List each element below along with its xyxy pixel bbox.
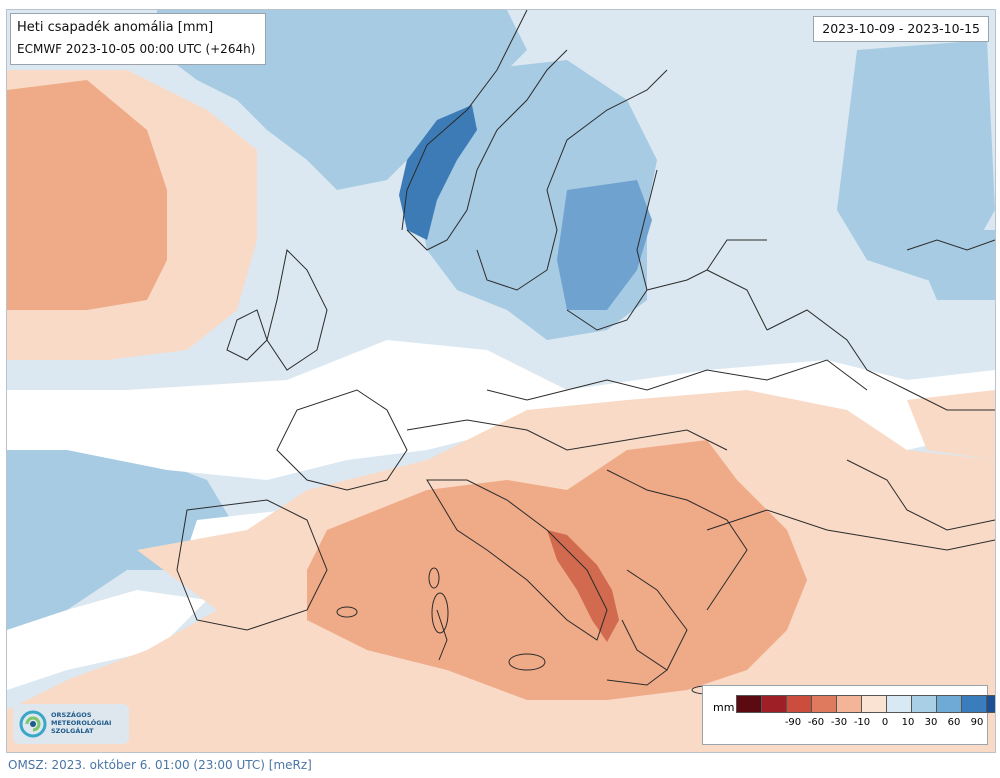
anomaly-negative-atlantic bbox=[7, 80, 167, 310]
legend-tick-5: 10 bbox=[901, 717, 915, 728]
country-borders bbox=[176, 10, 995, 686]
legend-swatch-5 bbox=[861, 695, 887, 713]
legend-swatch-6 bbox=[886, 695, 912, 713]
islands bbox=[336, 567, 723, 695]
logo-line-3: SZOLGÁLAT bbox=[51, 727, 94, 735]
legend-tick-4: 0 bbox=[881, 717, 889, 728]
legend-tick-1: -60 bbox=[807, 717, 825, 728]
anomaly-neutral-atlantic-south bbox=[7, 590, 207, 690]
anomaly-negative-mediterranean bbox=[307, 440, 807, 700]
legend-ticks: -90 -60 -30 -10 0 10 30 60 90 bbox=[736, 717, 995, 731]
anomaly-neutral-central bbox=[7, 340, 995, 480]
anomaly-strong-positive-norway bbox=[399, 105, 477, 240]
legend-swatch-10 bbox=[986, 695, 995, 713]
legend-swatch-8 bbox=[936, 695, 962, 713]
legend-unit: mm bbox=[713, 701, 735, 714]
anomaly-weak-negative-east bbox=[907, 390, 995, 460]
forecast-period: 2023-10-09 - 2023-10-15 bbox=[813, 16, 989, 42]
model-run-label: ECMWF 2023-10-05 00:00 UTC (+264h) bbox=[17, 42, 256, 56]
legend-swatch-4 bbox=[836, 695, 862, 713]
anomaly-positive-russia bbox=[837, 40, 995, 280]
map-title-box: Heti csapadék anomália [mm] ECMWF 2023-1… bbox=[10, 13, 266, 65]
legend-swatch-3 bbox=[811, 695, 837, 713]
footer-credit: OMSZ: 2023. október 6. 01:00 (23:00 UTC)… bbox=[8, 758, 312, 772]
legend-tick-0: -90 bbox=[784, 717, 802, 728]
logo-swirl-icon bbox=[19, 710, 47, 738]
legend-tick-2: -30 bbox=[830, 717, 848, 728]
logo-line-1: ORSZÁGOS bbox=[51, 711, 92, 719]
legend-swatch-1 bbox=[761, 695, 787, 713]
legend-tick-3: -10 bbox=[853, 717, 871, 728]
anomaly-positive-baltic bbox=[557, 180, 652, 310]
omsz-logo: ORSZÁGOS METEOROLÓGIAI SZOLGÁLAT bbox=[13, 704, 129, 744]
map-title: Heti csapadék anomália [mm] bbox=[17, 20, 214, 35]
legend-swatch-2 bbox=[786, 695, 812, 713]
legend-swatch-7 bbox=[911, 695, 937, 713]
logo-line-2: METEOROLÓGIAI bbox=[51, 719, 112, 727]
legend-tick-6: 30 bbox=[924, 717, 938, 728]
map-frame: Heti csapadék anomália [mm] ECMWF 2023-1… bbox=[6, 9, 996, 753]
legend-tick-7: 60 bbox=[947, 717, 961, 728]
logo-text: ORSZÁGOS METEOROLÓGIAI SZOLGÁLAT bbox=[51, 711, 111, 735]
anomaly-positive-biscay bbox=[7, 450, 237, 630]
legend-swatches bbox=[736, 695, 995, 713]
legend-swatch-0 bbox=[736, 695, 762, 713]
precipitation-anomaly-map bbox=[7, 10, 995, 752]
color-legend: mm -90 -60 -30 -10 0 10 30 60 90 bbox=[702, 685, 995, 745]
anomaly-strong-negative-adriatic bbox=[547, 530, 619, 642]
legend-tick-8: 90 bbox=[970, 717, 984, 728]
legend-swatch-9 bbox=[961, 695, 987, 713]
